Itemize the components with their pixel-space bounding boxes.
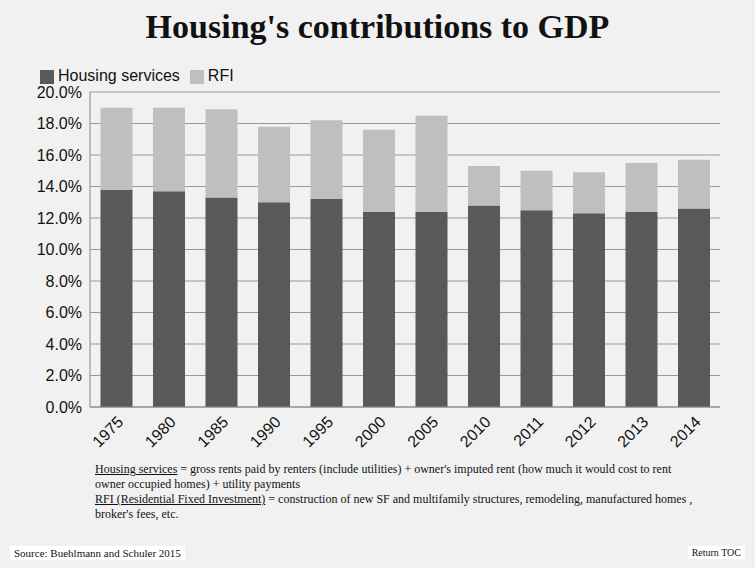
svg-text:2014: 2014	[667, 413, 704, 450]
svg-text:1990: 1990	[247, 413, 284, 450]
svg-text:1995: 1995	[299, 413, 336, 450]
svg-text:2012: 2012	[562, 413, 599, 450]
html-text:RFI: RFI	[207, 67, 234, 84]
svg-text:14.0%: 14.0%	[37, 178, 82, 195]
svg-text:2000: 2000	[352, 413, 389, 450]
svg-text:2005: 2005	[404, 413, 441, 450]
svg-text:2011: 2011	[510, 413, 546, 449]
svg-text:12.0%: 12.0%	[37, 210, 82, 227]
svg-text:2013: 2013	[614, 413, 651, 450]
svg-text:1975: 1975	[89, 413, 126, 450]
svg-text:10.0%: 10.0%	[37, 241, 82, 258]
svg-text:2.0%: 2.0%	[46, 367, 82, 384]
html-text:RFI (Residential Fixed Investm: RFI (Residential Fixed Investment) = con…	[95, 492, 693, 521]
svg-text:2010: 2010	[457, 413, 494, 450]
svg-text:16.0%: 16.0%	[37, 147, 82, 164]
svg-text:18.0%: 18.0%	[37, 115, 82, 132]
html-text:Source: Buehlmann and Schuler: Source: Buehlmann and Schuler 2015	[14, 547, 181, 559]
svg-text:1985: 1985	[194, 413, 231, 450]
svg-text:0.0%: 0.0%	[46, 399, 82, 416]
html-text:Housing services: Housing services	[58, 67, 180, 84]
html-text:Housing's contributions to GDP: Housing's contributions to GDP	[145, 8, 610, 45]
svg-text:1980: 1980	[142, 413, 179, 450]
svg-text:4.0%: 4.0%	[46, 336, 82, 353]
svg-text:6.0%: 6.0%	[46, 304, 82, 321]
html-text:Return TOC: Return TOC	[691, 547, 741, 558]
html-text:Housing services = gross rents: Housing services = gross rents paid by r…	[95, 462, 672, 491]
svg-text:20.0%: 20.0%	[37, 84, 82, 101]
svg-text:8.0%: 8.0%	[46, 273, 82, 290]
